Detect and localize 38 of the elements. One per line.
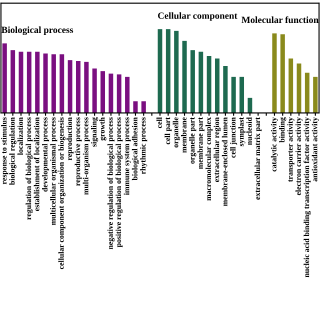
bar <box>108 74 114 113</box>
bar <box>272 33 277 113</box>
bar <box>214 58 220 113</box>
bar <box>68 60 72 113</box>
bar <box>313 76 318 113</box>
bar <box>223 66 228 113</box>
bar <box>84 62 89 113</box>
bar <box>51 54 56 113</box>
bar <box>304 72 310 113</box>
series-label: Biological process <box>2 26 74 36</box>
bar <box>2 43 7 113</box>
series-label: Molecular function <box>242 16 318 24</box>
bar <box>116 74 122 113</box>
bar <box>10 50 16 113</box>
series-label: Cellular component <box>158 12 238 21</box>
bar <box>92 68 97 113</box>
bar <box>76 61 80 113</box>
bar <box>26 52 32 113</box>
bar <box>198 52 204 113</box>
bar <box>280 34 285 113</box>
bar <box>133 101 138 113</box>
bar <box>141 101 146 113</box>
bar <box>35 52 40 113</box>
bar <box>248 98 252 113</box>
bar <box>288 58 294 113</box>
bar <box>190 50 195 113</box>
bar <box>296 64 302 113</box>
bar <box>206 56 212 113</box>
bar <box>182 40 187 113</box>
bar <box>43 53 48 113</box>
bar <box>240 76 244 113</box>
bar <box>18 52 24 113</box>
bar <box>125 76 130 113</box>
bar <box>60 54 64 113</box>
bar <box>166 29 170 113</box>
bar <box>100 71 106 113</box>
bar <box>231 76 236 113</box>
bar <box>174 30 179 113</box>
